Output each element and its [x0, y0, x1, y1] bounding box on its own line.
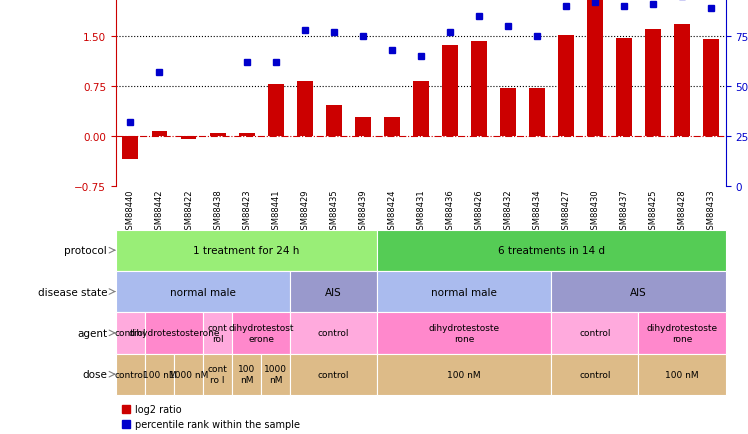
Bar [645, 30, 661, 137]
Text: GSM88441: GSM88441 [271, 189, 280, 234]
Bar [470, 42, 487, 137]
Bar [203, 312, 232, 354]
Text: disease state: disease state [37, 287, 107, 297]
Text: GSM88433: GSM88433 [707, 189, 716, 234]
Bar [145, 354, 174, 395]
Bar [290, 312, 377, 354]
Text: agent: agent [77, 328, 107, 338]
Text: normal male: normal male [170, 287, 236, 297]
Bar [290, 354, 377, 395]
Bar [377, 230, 726, 271]
Bar [377, 312, 551, 354]
Text: GSM88439: GSM88439 [358, 189, 367, 234]
Text: GSM88438: GSM88438 [213, 189, 222, 234]
Bar [261, 354, 290, 395]
Bar [377, 354, 551, 395]
Bar [268, 85, 283, 137]
Bar [123, 137, 138, 160]
Text: dihydrotestoste
rone: dihydrotestoste rone [646, 323, 717, 343]
Bar [232, 312, 290, 354]
Text: protocol: protocol [64, 246, 107, 256]
Text: dose: dose [82, 369, 107, 379]
Bar [116, 354, 145, 395]
Text: control: control [114, 329, 146, 338]
Text: 100 nM: 100 nM [143, 370, 177, 379]
Text: GSM88432: GSM88432 [503, 189, 512, 234]
Bar [674, 25, 690, 137]
Text: dihydrotestoste
rone: dihydrotestoste rone [429, 323, 500, 343]
Bar [239, 133, 254, 137]
Bar [116, 271, 290, 312]
Legend: log2 ratio, percentile rank within the sample: log2 ratio, percentile rank within the s… [120, 404, 301, 429]
Bar [174, 354, 203, 395]
Bar [145, 312, 203, 354]
Text: GSM88424: GSM88424 [387, 189, 396, 234]
Bar [587, 0, 603, 137]
Bar [529, 89, 545, 137]
Bar [232, 354, 261, 395]
Bar [500, 89, 516, 137]
Text: normal male: normal male [432, 287, 497, 297]
Text: AIS: AIS [325, 287, 342, 297]
Text: control: control [579, 329, 610, 338]
Bar [442, 46, 458, 137]
Bar [116, 312, 145, 354]
Bar [639, 354, 726, 395]
Text: cont
rol: cont rol [208, 323, 227, 343]
Text: 1 treatment for 24 h: 1 treatment for 24 h [194, 246, 300, 256]
Bar [116, 230, 377, 271]
Text: GSM88425: GSM88425 [649, 189, 657, 234]
Text: AIS: AIS [630, 287, 647, 297]
Text: 1000
nM: 1000 nM [264, 365, 287, 384]
Text: control: control [318, 370, 349, 379]
Text: GSM88435: GSM88435 [329, 189, 338, 234]
Text: GSM88436: GSM88436 [445, 189, 454, 234]
Text: 1000 nM: 1000 nM [169, 370, 208, 379]
Text: GSM88430: GSM88430 [590, 189, 599, 234]
Text: 6 treatments in 14 d: 6 treatments in 14 d [498, 246, 605, 256]
Text: cont
ro l: cont ro l [208, 365, 227, 384]
Bar [551, 312, 639, 354]
Bar [203, 354, 232, 395]
Bar [558, 36, 574, 137]
Bar [152, 132, 168, 137]
Text: control: control [579, 370, 610, 379]
Bar [703, 40, 719, 137]
Text: GSM88423: GSM88423 [242, 189, 251, 234]
Text: GSM88422: GSM88422 [184, 189, 193, 234]
Text: GSM88428: GSM88428 [678, 189, 687, 234]
Bar [325, 105, 342, 137]
Text: GSM88426: GSM88426 [474, 189, 483, 234]
Bar [180, 137, 197, 139]
Bar [616, 39, 632, 137]
Text: GSM88431: GSM88431 [416, 189, 426, 234]
Bar [413, 82, 429, 137]
Text: GSM88442: GSM88442 [155, 189, 164, 234]
Text: GSM88427: GSM88427 [562, 189, 571, 234]
Text: GSM88437: GSM88437 [619, 189, 628, 234]
Text: control: control [318, 329, 349, 338]
Bar [377, 271, 551, 312]
Bar [355, 118, 371, 137]
Text: 100
nM: 100 nM [238, 365, 255, 384]
Bar [384, 118, 399, 137]
Text: 100 nM: 100 nM [665, 370, 699, 379]
Bar [551, 354, 639, 395]
Bar [209, 133, 226, 137]
Text: 100 nM: 100 nM [447, 370, 481, 379]
Text: dihydrotestosterone: dihydrotestosterone [128, 329, 220, 338]
Text: control: control [114, 370, 146, 379]
Bar [290, 271, 377, 312]
Text: GSM88440: GSM88440 [126, 189, 135, 234]
Text: dihydrotestost
erone: dihydrotestost erone [228, 323, 294, 343]
Bar [639, 312, 726, 354]
Bar [551, 271, 726, 312]
Text: GSM88429: GSM88429 [300, 189, 309, 234]
Bar [297, 82, 313, 137]
Text: GSM88434: GSM88434 [533, 189, 542, 234]
